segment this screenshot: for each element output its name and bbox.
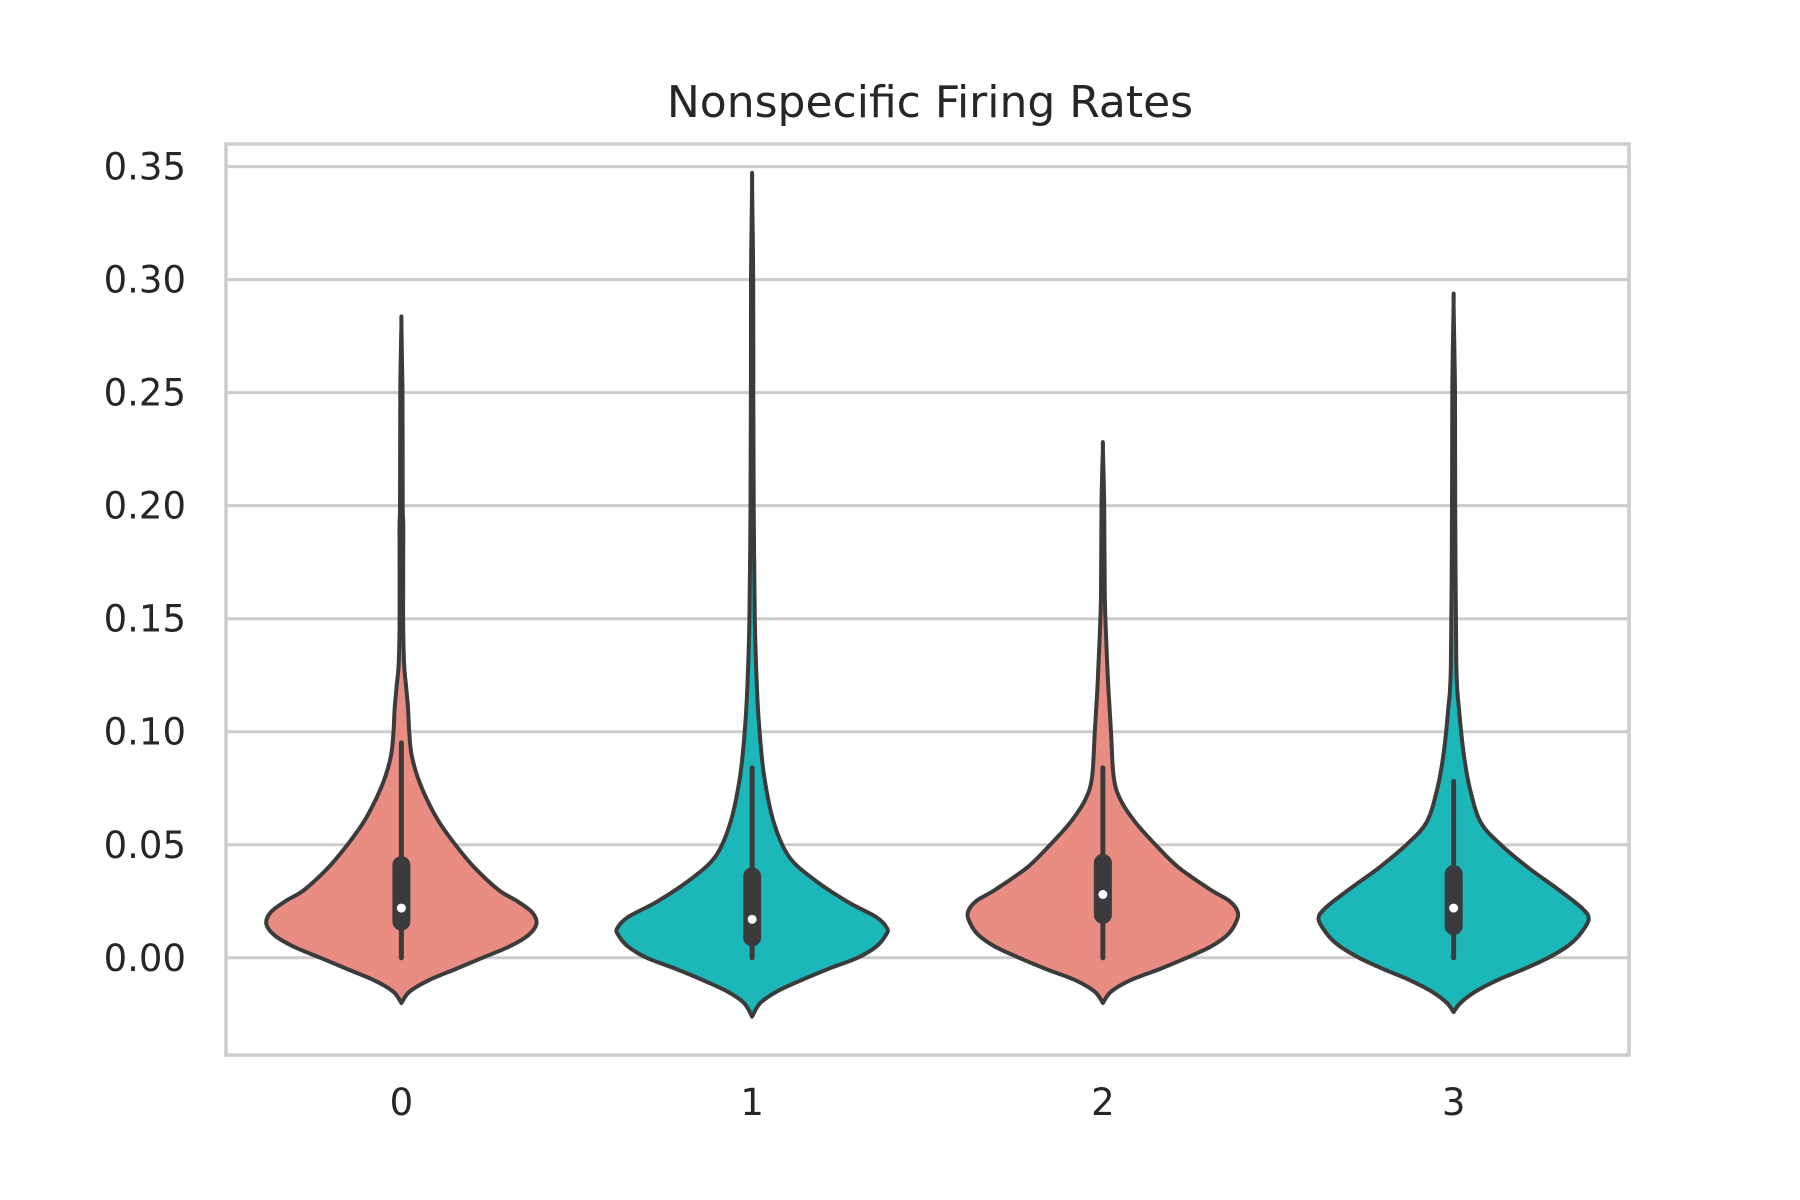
y-tick-label: 0.10	[104, 711, 186, 754]
iqr-box	[1444, 865, 1463, 936]
violin-body	[264, 314, 539, 1005]
median-dot	[747, 914, 757, 924]
x-tick-label: 0	[390, 1081, 414, 1124]
y-tick-label: 0.15	[104, 598, 186, 641]
median-dot	[1449, 903, 1459, 913]
y-tick-label: 0.25	[104, 372, 186, 415]
violin-3	[1316, 291, 1591, 1014]
y-tick-label: 0.05	[104, 824, 186, 867]
y-tick-label: 0.30	[104, 259, 186, 302]
x-tick-label: 2	[1091, 1081, 1115, 1124]
violins	[264, 170, 1591, 1019]
violin-body	[1316, 291, 1591, 1014]
y-tick-label: 0.20	[104, 485, 186, 528]
median-dot	[396, 903, 406, 913]
violin-1	[614, 170, 890, 1019]
y-tick-label: 0.00	[104, 937, 186, 980]
violin-body	[614, 170, 890, 1019]
violin-body	[965, 440, 1241, 1005]
chart-title: Nonspecific Firing Rates	[667, 77, 1193, 128]
violin-0	[264, 314, 539, 1005]
x-tick-labels: 0 1 2 3	[390, 1081, 1466, 1124]
median-dot	[1098, 890, 1108, 900]
iqr-box	[1093, 853, 1112, 924]
y-gridlines	[226, 165, 1629, 960]
plot-frame	[224, 142, 1631, 1057]
x-tick-label: 1	[740, 1081, 764, 1124]
violin-2	[965, 440, 1241, 1005]
y-tick-label: 0.35	[104, 146, 186, 189]
y-tick-labels: 0.00 0.05 0.10 0.15 0.20 0.25 0.30 0.35	[104, 146, 186, 980]
x-tick-label: 3	[1442, 1081, 1466, 1124]
iqr-box	[743, 867, 762, 947]
iqr-box	[392, 856, 411, 931]
